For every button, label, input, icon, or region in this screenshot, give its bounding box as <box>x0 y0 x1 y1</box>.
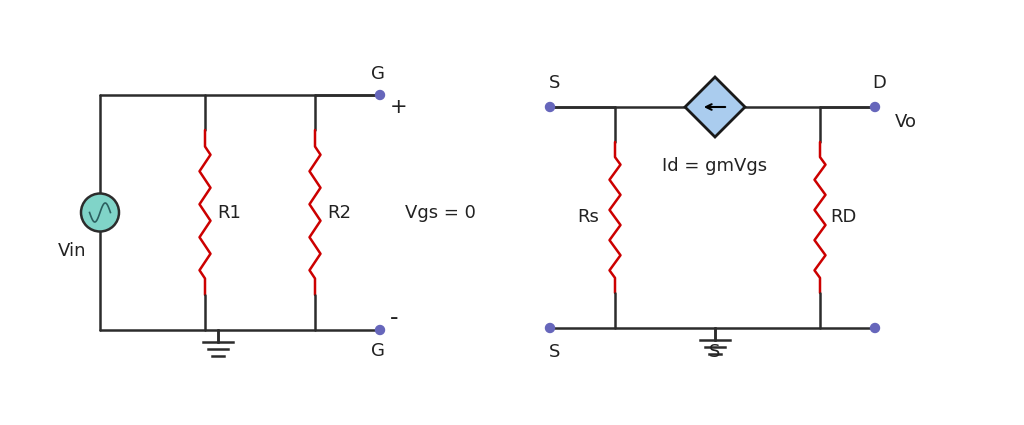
Text: -: - <box>390 306 398 330</box>
Circle shape <box>546 323 555 332</box>
Circle shape <box>376 326 384 334</box>
Circle shape <box>376 91 384 99</box>
Text: R2: R2 <box>327 204 351 221</box>
Text: Id = gmVgs: Id = gmVgs <box>663 157 768 175</box>
Text: Vgs = 0: Vgs = 0 <box>406 204 476 221</box>
Text: Rs: Rs <box>577 209 599 227</box>
Text: R1: R1 <box>217 204 241 221</box>
Text: S: S <box>549 74 561 92</box>
Text: D: D <box>872 74 886 92</box>
Text: S: S <box>710 343 721 361</box>
Text: Vin: Vin <box>57 243 86 261</box>
Circle shape <box>546 102 555 111</box>
Circle shape <box>870 102 880 111</box>
Text: G: G <box>371 342 385 360</box>
Text: RD: RD <box>830 209 856 227</box>
Text: +: + <box>390 97 408 117</box>
Polygon shape <box>685 77 745 137</box>
Text: S: S <box>549 343 561 361</box>
Circle shape <box>81 193 119 232</box>
Text: Vo: Vo <box>895 113 918 131</box>
Circle shape <box>870 323 880 332</box>
Text: G: G <box>371 65 385 83</box>
